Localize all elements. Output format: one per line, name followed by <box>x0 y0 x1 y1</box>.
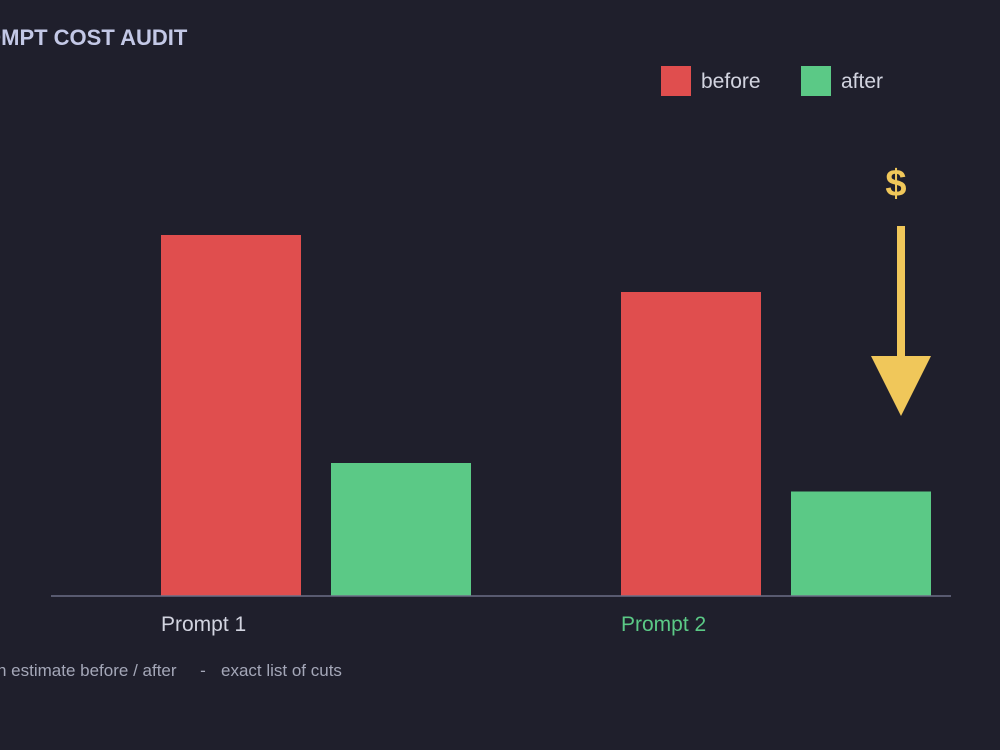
bar-before-prompt-2 <box>621 292 761 596</box>
bar-before-prompt-1 <box>161 235 301 596</box>
dollar-sign: $ <box>885 163 906 205</box>
legend-swatch-after <box>801 66 831 96</box>
x-tick-labels: Prompt 1 Prompt 2 <box>161 613 706 636</box>
legend: before after <box>661 66 883 96</box>
legend-label-after: after <box>841 70 883 93</box>
footer-left: n estimate before / after <box>0 661 177 680</box>
cost-down-annotation: $ <box>871 163 931 416</box>
bar-after-prompt-1 <box>331 463 471 596</box>
tick-label-prompt-2: Prompt 2 <box>621 613 706 636</box>
legend-swatch-before <box>661 66 691 96</box>
chart-title: OMPT COST AUDIT <box>0 25 188 50</box>
footer: n estimate before / after - exact list o… <box>0 661 342 680</box>
down-arrow-icon <box>871 226 931 416</box>
bar-after-prompt-2 <box>791 491 931 596</box>
legend-label-before: before <box>701 70 761 93</box>
footer-right: exact list of cuts <box>221 661 342 680</box>
footer-separator: - <box>200 661 206 680</box>
bars-group <box>161 235 931 596</box>
tick-label-prompt-1: Prompt 1 <box>161 613 246 636</box>
